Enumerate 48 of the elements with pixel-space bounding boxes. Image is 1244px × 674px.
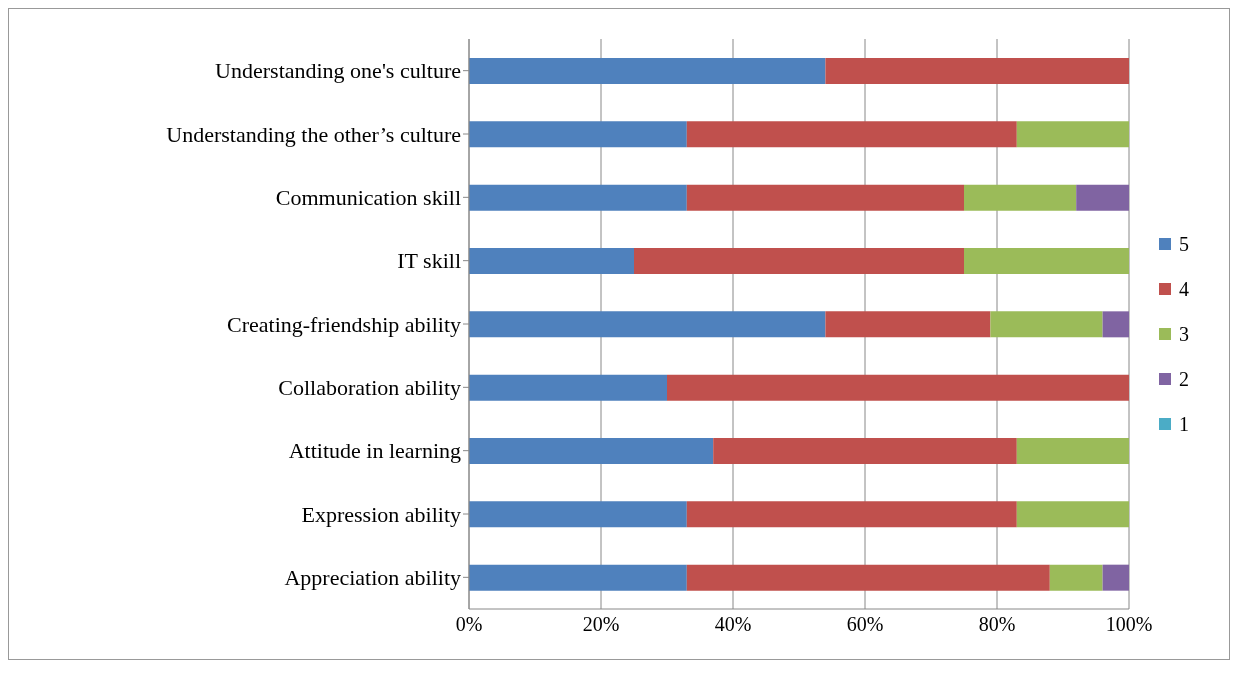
bar	[964, 184, 1077, 211]
y-tick-label: Appreciation ability	[284, 565, 461, 591]
bar	[469, 438, 714, 464]
x-tick-label: 80%	[978, 613, 1016, 636]
x-tick-label: 100%	[1105, 613, 1153, 636]
bar	[964, 248, 1129, 274]
bar	[469, 501, 687, 528]
y-tick-label: IT skill	[397, 248, 461, 274]
bar	[667, 374, 1129, 401]
y-tick-label: Creating-friendship ability	[227, 311, 461, 337]
y-tick-label: Expression ability	[301, 501, 461, 527]
y-tick-label: Communication skill	[275, 185, 461, 211]
bar	[469, 121, 687, 148]
bar	[469, 374, 667, 401]
x-tick-label: 60%	[846, 613, 884, 636]
legend-label: 4	[1179, 277, 1189, 301]
y-tick-label: Collaboration ability	[278, 375, 461, 401]
bar	[469, 248, 634, 274]
x-tick-label: 0%	[455, 613, 483, 636]
bar	[1102, 564, 1129, 591]
bar	[1016, 121, 1129, 148]
bar	[469, 564, 687, 591]
y-tick-label: Understanding the other’s culture	[166, 121, 461, 147]
bar	[469, 184, 687, 211]
bar	[686, 564, 1050, 591]
bar	[1049, 564, 1103, 591]
bar	[1102, 311, 1129, 338]
bar	[686, 501, 1017, 528]
y-tick-label: Attitude in learning	[288, 438, 461, 464]
bar	[825, 311, 991, 338]
legend-label: 5	[1179, 232, 1189, 256]
bar	[686, 184, 964, 211]
x-tick-label: 40%	[714, 613, 752, 636]
x-tick-label: 20%	[582, 613, 620, 636]
legend-label: 3	[1179, 322, 1189, 346]
bar	[990, 311, 1103, 338]
bar	[686, 121, 1017, 148]
bar	[469, 311, 826, 338]
bar	[1076, 184, 1129, 211]
legend-label: 1	[1179, 412, 1189, 436]
bar	[713, 438, 1017, 464]
bar	[1016, 501, 1129, 528]
bar	[1016, 438, 1129, 464]
bar	[825, 58, 1129, 84]
y-tick-label: Understanding one's culture	[215, 58, 461, 84]
bar	[634, 248, 964, 274]
legend-label: 2	[1179, 367, 1189, 391]
bar	[469, 58, 826, 84]
